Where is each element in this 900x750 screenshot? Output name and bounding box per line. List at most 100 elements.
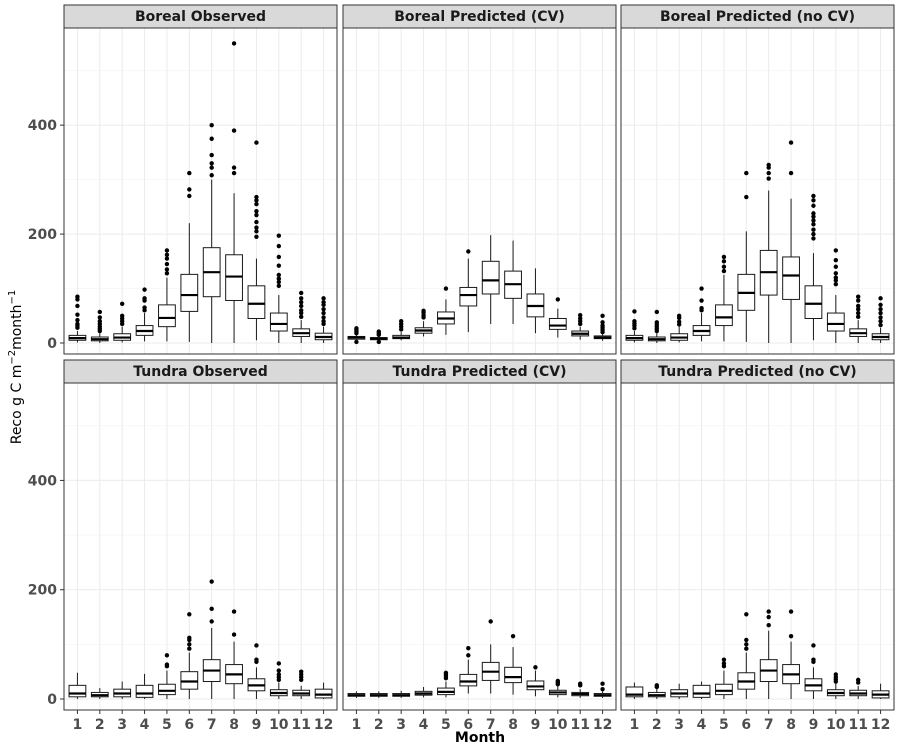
outlier-point: [75, 294, 80, 299]
box-month-1: [625, 682, 644, 699]
outlier-point: [600, 320, 605, 325]
panel-title: Tundra Observed: [133, 364, 268, 380]
box-iqr: [135, 684, 154, 698]
x-tick-label: 4: [697, 717, 707, 733]
outlier-point: [676, 319, 682, 324]
x-tick-label: 7: [207, 717, 217, 733]
box-month-7: [202, 122, 221, 343]
x-tick-label: 6: [463, 717, 473, 733]
outlier-point: [187, 646, 192, 651]
outlier-point: [466, 645, 471, 651]
x-tick-label: 8: [508, 717, 518, 733]
box-month-3: [670, 313, 689, 343]
outlier-point: [878, 315, 883, 320]
outlier-point: [209, 165, 214, 170]
x-tick-label: 7: [486, 717, 496, 733]
box-iqr: [459, 286, 478, 307]
y-tick-label: 200: [28, 227, 57, 243]
outlier-point: [298, 314, 304, 320]
outlier-point: [321, 296, 326, 301]
outlier-point: [744, 612, 749, 617]
box-month-5: [715, 254, 733, 342]
box-iqr: [504, 666, 522, 684]
outlier-point: [231, 165, 237, 170]
box-month-5: [437, 670, 455, 698]
box-month-5: [158, 653, 176, 699]
x-tick-label: 1: [73, 717, 83, 733]
outlier-point: [276, 243, 282, 249]
outlier-point: [209, 161, 214, 166]
x-tick-label: 4: [419, 717, 429, 733]
outlier-point: [231, 170, 237, 176]
outlier-point: [97, 309, 103, 315]
outlier-point: [632, 309, 637, 314]
outlier-point: [276, 254, 282, 260]
outlier-point: [276, 668, 282, 673]
box-month-6: [459, 249, 478, 333]
box-month-9: [526, 665, 545, 697]
box-month-11: [571, 313, 590, 340]
outlier-point: [119, 301, 125, 306]
box-month-12: [314, 682, 333, 699]
panel-3: Boreal Predicted (no CV): [620, 4, 895, 355]
outlier-point: [744, 646, 749, 651]
outlier-point: [811, 231, 816, 237]
outlier-point: [298, 296, 304, 301]
panel-title: Boreal Predicted (no CV): [660, 9, 855, 25]
outlier-point: [298, 299, 304, 305]
box-month-8: [225, 41, 243, 343]
outlier-point: [164, 256, 170, 261]
outlier-point: [510, 633, 516, 639]
box-iqr: [68, 684, 87, 698]
outlier-point: [164, 267, 170, 272]
x-tick-label: 11: [570, 717, 589, 733]
box-month-6: [737, 612, 756, 699]
outlier-point: [488, 619, 493, 624]
panel-border: [342, 27, 617, 355]
outlier-point: [855, 307, 861, 312]
y-tick-label: 400: [28, 473, 57, 489]
box-month-2: [369, 691, 388, 698]
box-month-1: [347, 691, 366, 698]
outlier-point: [654, 683, 660, 688]
box-month-3: [392, 319, 411, 341]
outlier-point: [699, 305, 704, 311]
panel-title: Boreal Predicted (CV): [394, 9, 565, 25]
box-month-9: [804, 193, 823, 341]
outlier-point: [600, 686, 605, 692]
outlier-point: [276, 279, 282, 285]
outlier-point: [376, 339, 382, 345]
outlier-point: [254, 198, 259, 203]
outlier-point: [398, 319, 404, 324]
outlier-point: [209, 122, 214, 128]
box-month-6: [180, 612, 199, 699]
box-month-9: [526, 268, 545, 334]
outlier-point: [878, 296, 883, 301]
outlier-point: [878, 307, 883, 312]
outlier-point: [811, 657, 816, 662]
y-tick-label: 200: [28, 583, 57, 599]
panel-background: [621, 383, 894, 710]
box-month-1: [347, 326, 366, 345]
outlier-point: [209, 606, 214, 612]
box-iqr: [247, 285, 266, 319]
outlier-point: [811, 236, 816, 241]
outlier-point: [321, 319, 326, 324]
outlier-point: [276, 263, 282, 268]
outlier-point: [354, 326, 359, 331]
outlier-point: [766, 162, 771, 168]
panel-background: [343, 383, 616, 710]
outlier-point: [164, 248, 170, 253]
outlier-point: [276, 233, 282, 238]
outlier-point: [209, 136, 214, 141]
outlier-point: [187, 642, 192, 647]
outlier-point: [254, 194, 259, 200]
outlier-point: [75, 321, 80, 327]
outlier-point: [164, 271, 170, 276]
outlier-point: [209, 173, 214, 178]
outlier-point: [788, 609, 794, 614]
box-month-11: [849, 677, 868, 699]
outlier-point: [811, 203, 816, 208]
outlier-point: [254, 234, 259, 239]
box-iqr: [826, 312, 845, 332]
